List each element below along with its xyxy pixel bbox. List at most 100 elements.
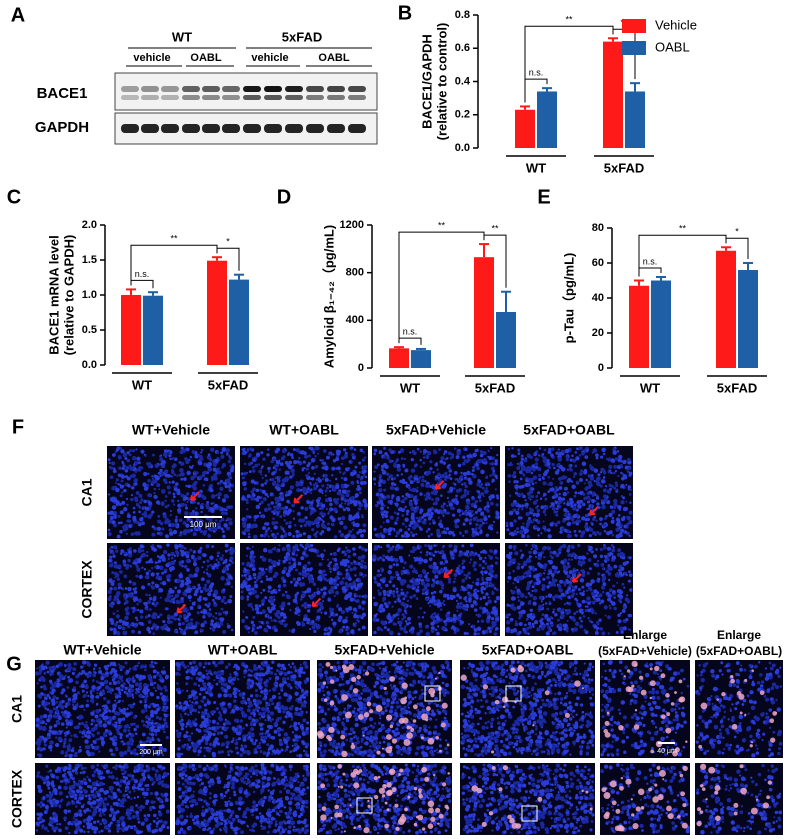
nucleus (421, 588, 426, 592)
nucleus (627, 570, 631, 574)
nucleus (604, 614, 607, 617)
nucleus (286, 573, 290, 578)
nucleus (245, 514, 250, 519)
nucleus (381, 621, 387, 626)
nucleus (293, 459, 298, 465)
nucleus (219, 621, 223, 625)
nucleus (167, 592, 171, 597)
nucleus (275, 463, 279, 468)
nucleus (422, 461, 426, 465)
nucleus (587, 474, 592, 478)
nucleus (122, 452, 128, 458)
nucleus (208, 612, 213, 617)
nucleus (277, 615, 281, 620)
nucleus (605, 514, 608, 518)
nucleus (605, 457, 609, 461)
nucleus (620, 500, 625, 505)
nucleus (246, 494, 251, 499)
nucleus (265, 530, 268, 533)
blot-band (348, 86, 366, 92)
nucleus (242, 447, 246, 451)
nucleus (350, 448, 353, 451)
nucleus (607, 564, 611, 567)
nucleus (419, 607, 422, 610)
nucleus (172, 503, 176, 506)
nucleus (249, 454, 252, 457)
nucleus (608, 594, 612, 598)
nucleus (323, 549, 326, 552)
nucleus (516, 462, 519, 465)
nucleus (169, 457, 172, 460)
nucleus (107, 493, 111, 496)
nucleus (612, 511, 616, 514)
nucleus (265, 479, 269, 483)
nucleus (411, 512, 415, 517)
nucleus (195, 507, 198, 510)
nucleus (432, 561, 437, 566)
nucleus (455, 569, 459, 573)
nucleus (602, 582, 607, 587)
nucleus (323, 577, 327, 581)
nucleus (446, 569, 449, 572)
nucleus (526, 453, 532, 459)
nucleus (585, 514, 588, 517)
nucleus (544, 513, 547, 516)
nucleus (139, 517, 144, 522)
nucleus (551, 617, 554, 620)
nucleus (388, 580, 392, 584)
nucleus (187, 612, 192, 617)
nucleus (154, 616, 157, 620)
nucleus (180, 446, 184, 450)
nucleus (231, 561, 235, 565)
nucleus (424, 591, 429, 596)
nucleus (346, 631, 350, 636)
nucleus (183, 613, 187, 618)
nucleus (310, 492, 313, 495)
nucleus (601, 504, 606, 510)
nucleus (267, 614, 270, 617)
nucleus (275, 520, 279, 525)
nucleus (201, 473, 206, 478)
nucleus (621, 582, 625, 586)
nucleus (625, 618, 629, 622)
nucleus (580, 530, 586, 536)
nucleus (266, 453, 270, 457)
nucleus (127, 519, 132, 523)
nucleus (561, 608, 565, 611)
nucleus (395, 534, 398, 538)
nucleus (627, 466, 631, 470)
nucleus (292, 534, 296, 538)
nucleus (550, 447, 555, 451)
nucleus (598, 593, 603, 598)
nucleus (257, 463, 261, 466)
nucleus (289, 580, 293, 584)
nucleus (260, 473, 263, 476)
nucleus (309, 548, 315, 553)
nucleus (409, 605, 412, 608)
nucleus (216, 467, 220, 471)
nucleus (462, 604, 466, 607)
nucleus (321, 530, 325, 534)
nucleus (202, 553, 207, 558)
nucleus (243, 487, 247, 491)
nucleus (317, 619, 320, 622)
nucleus (397, 632, 401, 636)
nucleus (247, 535, 251, 539)
nucleus (579, 472, 583, 476)
nucleus (203, 620, 208, 625)
nucleus (443, 450, 448, 454)
nucleus (130, 523, 133, 526)
nucleus (568, 590, 571, 594)
nucleus (534, 462, 539, 466)
nucleus (401, 514, 405, 517)
nucleus (529, 508, 534, 513)
nucleus (185, 610, 188, 614)
nucleus (284, 460, 289, 465)
nucleus (457, 463, 462, 468)
nucleus (314, 454, 317, 458)
nucleus (354, 465, 358, 469)
nucleus (477, 632, 481, 636)
nucleus (114, 564, 119, 569)
nucleus (556, 520, 561, 525)
nucleus (488, 497, 492, 501)
